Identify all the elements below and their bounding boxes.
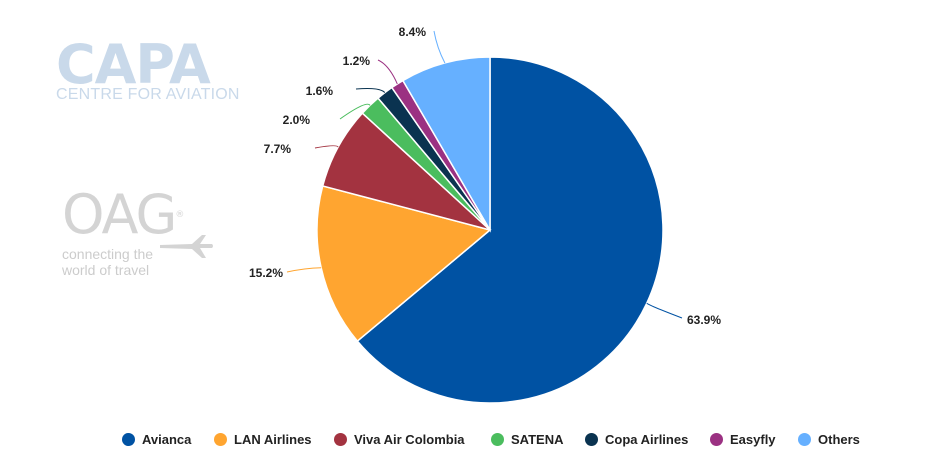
- legend-label-others: Others: [818, 431, 860, 447]
- data-label-copa-airlines: 1.6%: [306, 84, 334, 98]
- data-label-lan-airlines: 15.2%: [249, 266, 283, 280]
- leader-line-lan-airlines: [286, 267, 322, 273]
- data-label-avianca: 63.9%: [687, 313, 721, 327]
- legend-swatch-others: [798, 432, 811, 446]
- legend-item-avianca[interactable]: Avianca: [122, 428, 191, 450]
- capa-logo: CAPA CENTRE FOR AVIATION: [56, 38, 266, 104]
- legend-item-others[interactable]: Others: [798, 428, 860, 450]
- data-label-satena: 2.0%: [283, 113, 311, 127]
- data-label-viva-air-colombia: 7.7%: [264, 142, 292, 156]
- legend-label-avianca: Avianca: [142, 431, 192, 447]
- legend-label-easyfly: Easyfly: [730, 431, 776, 447]
- oag-logo-name: OAG: [62, 183, 177, 246]
- chart-legend: Avianca LAN Airlines Viva Air Colombia SATE…: [0, 428, 951, 450]
- pie-slice-avianca[interactable]: [356, 56, 664, 404]
- oag-tagline-line-1: connecting the: [62, 246, 154, 262]
- legend-swatch-easyfly: [710, 432, 723, 446]
- leader-line-copa-airlines: [355, 87, 386, 93]
- legend-swatch-avianca: [122, 432, 135, 446]
- leader-line-others: [433, 30, 446, 64]
- leader-line-easyfly: [377, 59, 398, 85]
- legend-item-satena[interactable]: SATENA: [491, 428, 563, 450]
- leader-line-satena: [339, 103, 371, 120]
- oag-tagline-line-2: world of travel: [62, 262, 150, 278]
- legend-label-viva-air-colombia: Viva Air Colombia: [354, 431, 465, 447]
- pie-slice-others[interactable]: [401, 56, 491, 233]
- oag-logo: OAG® connecting the world of travel: [62, 185, 222, 277]
- pie-data-labels: 63.9% 15.2% 7.7% 2.0% 1.6% 1.2% 8.4%: [249, 25, 721, 327]
- legend-label-copa-airlines: Copa Airlines: [605, 431, 689, 447]
- oag-registered-mark: ®: [175, 210, 184, 220]
- legend-swatch-copa-airlines: [585, 432, 598, 446]
- capa-logo-name: CAPA: [56, 33, 211, 96]
- data-label-others: 8.4%: [399, 25, 427, 39]
- pie-chart: 63.9% 15.2% 7.7% 2.0% 1.6% 1.2% 8.4%: [249, 25, 721, 404]
- data-label-easyfly: 1.2%: [343, 54, 371, 68]
- legend-swatch-viva-air-colombia: [334, 432, 347, 446]
- legend-label-satena: SATENA: [511, 431, 564, 447]
- oag-logo-wordmark: OAG®: [62, 185, 222, 245]
- airplane-icon: [160, 235, 213, 258]
- legend-swatch-satena: [491, 432, 504, 446]
- legend-item-lan-airlines[interactable]: LAN Airlines: [214, 428, 312, 450]
- legend-label-lan-airlines: LAN Airlines: [234, 431, 312, 447]
- legend-item-copa-airlines[interactable]: Copa Airlines: [585, 428, 688, 450]
- leader-line-avianca: [646, 302, 683, 319]
- legend-item-viva-air-colombia[interactable]: Viva Air Colombia: [334, 428, 465, 450]
- leader-line-viva-air-colombia: [314, 145, 339, 149]
- legend-swatch-lan-airlines: [214, 432, 227, 446]
- pie-leader-lines: [286, 30, 683, 319]
- legend-item-easyfly[interactable]: Easyfly: [710, 428, 776, 450]
- pie-slices: [316, 56, 664, 404]
- capa-logo-tagline: CENTRE FOR AVIATION: [56, 86, 240, 103]
